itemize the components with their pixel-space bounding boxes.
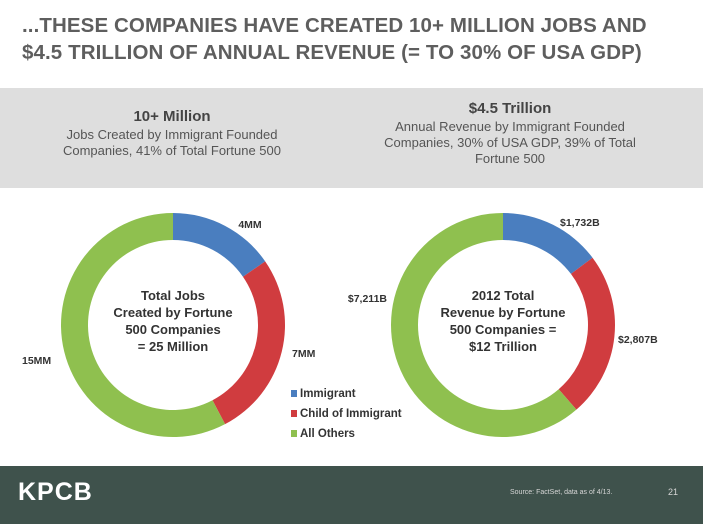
legend-label-immigrant: Immigrant xyxy=(300,388,356,400)
donut2-center-line-3: 500 Companies = xyxy=(450,322,557,337)
donut1-label-child: 7MM xyxy=(292,348,316,360)
legend-label-others: All Others xyxy=(300,428,355,440)
donut2-label-immigrant: $1,732B xyxy=(560,217,600,229)
legend-swatch-immigrant xyxy=(291,390,297,397)
kpcb-logo: KPCB xyxy=(18,478,93,506)
donut2-center-line-2: Revenue by Fortune xyxy=(441,305,566,320)
slide-title: ...THESE COMPANIES HAVE CREATED 10+ MILL… xyxy=(22,14,647,64)
footer-bar xyxy=(0,466,703,524)
donut1-center-line-3: 500 Companies xyxy=(125,322,220,337)
donut1-center-line-2: Created by Fortune xyxy=(113,305,232,320)
right-header-value: $4.5 Trillion xyxy=(468,100,552,117)
donut2-slice-immigrant xyxy=(503,213,593,274)
donut1-slice-others xyxy=(61,213,226,437)
donut2-label-child: $2,807B xyxy=(618,334,658,346)
donut2-center-line-4: $12 Trillion xyxy=(469,339,537,354)
donut2-slice-child xyxy=(558,257,615,410)
left-header-caption: Jobs Created by Immigrant Founded Compan… xyxy=(62,127,281,158)
donut1-slice-immigrant xyxy=(173,213,266,277)
donut1-label-immigrant: 4MM xyxy=(238,219,262,231)
left-header: 10+ Million Jobs Created by Immigrant Fo… xyxy=(22,108,322,159)
donut1-center-line-1: Total Jobs xyxy=(141,288,205,303)
donut2-label-others: $7,211B xyxy=(348,293,388,305)
donut1-slice-child xyxy=(212,261,286,425)
legend-swatch-child xyxy=(291,410,297,417)
right-header: $4.5 Trillion Annual Revenue by Immigran… xyxy=(350,100,670,167)
right-header-caption: Annual Revenue by Immigrant Founded Comp… xyxy=(384,119,636,166)
source-note: Source: FactSet, data as of 4/13. xyxy=(510,489,613,496)
legend-label-child: Child of Immigrant xyxy=(300,408,402,420)
left-header-value: 10+ Million xyxy=(133,108,211,125)
header-band xyxy=(0,88,703,188)
donut-charts: 4MM 7MM 15MM Total Jobs Created by Fortune 50… xyxy=(22,212,658,440)
donut2-center-line-1: 2012 Total xyxy=(472,288,535,303)
donut2-slice-others xyxy=(391,212,577,438)
donut1-label-others: 15MM xyxy=(22,355,51,367)
donut1-center-line-4: = 25 Million xyxy=(138,339,208,354)
page-number: 21 xyxy=(668,487,679,497)
legend-swatch-others xyxy=(291,430,297,437)
